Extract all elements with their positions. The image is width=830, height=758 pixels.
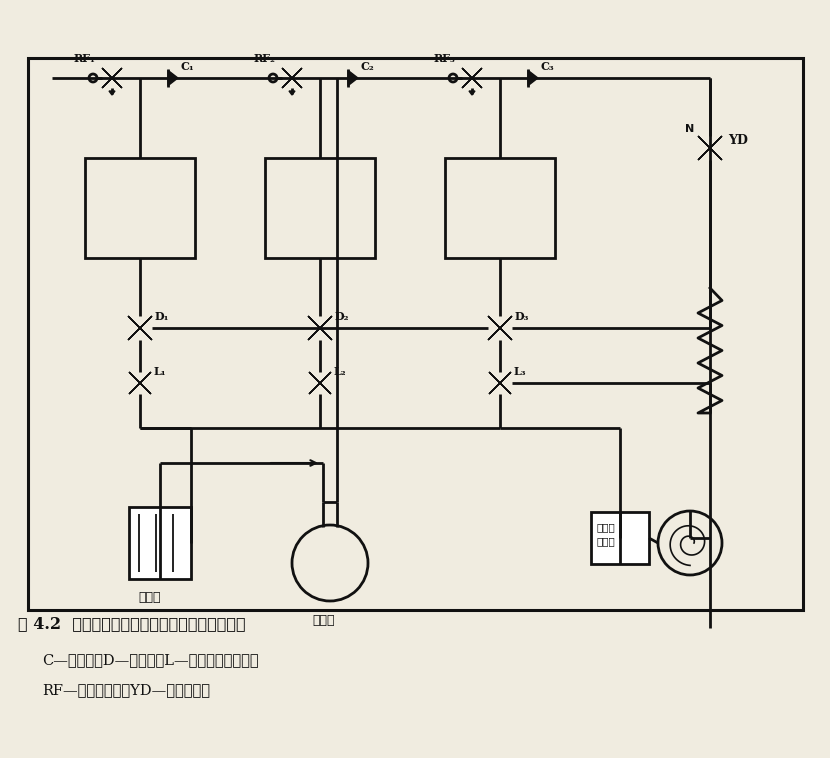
Polygon shape <box>102 68 122 88</box>
Text: D₁: D₁ <box>155 311 169 322</box>
Bar <box>591 512 649 564</box>
Text: RF₃: RF₃ <box>434 53 456 64</box>
Polygon shape <box>462 68 482 88</box>
Polygon shape <box>282 68 302 88</box>
Text: 压缩机: 压缩机 <box>312 614 334 627</box>
Text: L₂: L₂ <box>334 366 347 377</box>
Polygon shape <box>289 91 295 95</box>
Polygon shape <box>489 372 511 394</box>
Polygon shape <box>489 372 511 394</box>
Polygon shape <box>282 68 302 88</box>
Text: YD: YD <box>728 134 748 147</box>
Bar <box>85 158 195 258</box>
Polygon shape <box>308 316 332 340</box>
Polygon shape <box>109 91 115 95</box>
Text: 贮液器: 贮液器 <box>596 537 615 546</box>
Polygon shape <box>102 68 122 88</box>
Polygon shape <box>128 316 152 340</box>
Polygon shape <box>128 316 152 340</box>
Text: C₃: C₃ <box>540 61 554 72</box>
Polygon shape <box>129 372 151 394</box>
Text: D₃: D₃ <box>515 311 530 322</box>
Polygon shape <box>528 70 538 86</box>
Text: L₁: L₁ <box>154 366 167 377</box>
Polygon shape <box>309 372 331 394</box>
Polygon shape <box>469 91 475 95</box>
Polygon shape <box>698 136 722 160</box>
Polygon shape <box>168 70 178 86</box>
Polygon shape <box>698 136 722 160</box>
Text: L₃: L₃ <box>514 366 526 377</box>
Text: D₂: D₂ <box>335 311 349 322</box>
Polygon shape <box>309 372 331 394</box>
Text: C₂: C₂ <box>360 61 374 72</box>
Text: 图 4.2  一台压缩机配多个蒸发器的热气除霜系统: 图 4.2 一台压缩机配多个蒸发器的热气除霜系统 <box>18 615 246 632</box>
Polygon shape <box>348 70 358 86</box>
Polygon shape <box>462 68 482 88</box>
Text: C₁: C₁ <box>180 61 193 72</box>
Polygon shape <box>129 372 151 394</box>
Polygon shape <box>488 316 512 340</box>
Text: N: N <box>685 124 694 134</box>
Text: RF₁: RF₁ <box>74 53 96 64</box>
Text: RF—热力膨胀阀；YD—液管电磁阀: RF—热力膨胀阀；YD—液管电磁阀 <box>42 683 210 697</box>
Bar <box>28 58 803 610</box>
Bar <box>129 507 191 579</box>
Bar <box>265 158 375 258</box>
Polygon shape <box>488 316 512 340</box>
Text: RF₂: RF₂ <box>254 53 276 64</box>
Text: C—止回阀；D—三通阀；L—蒸发压力调节阀；: C—止回阀；D—三通阀；L—蒸发压力调节阀； <box>42 653 259 667</box>
Text: 汽化器: 汽化器 <box>138 591 160 604</box>
Polygon shape <box>308 316 332 340</box>
Bar <box>445 158 555 258</box>
Text: 冷凝器: 冷凝器 <box>596 523 615 532</box>
